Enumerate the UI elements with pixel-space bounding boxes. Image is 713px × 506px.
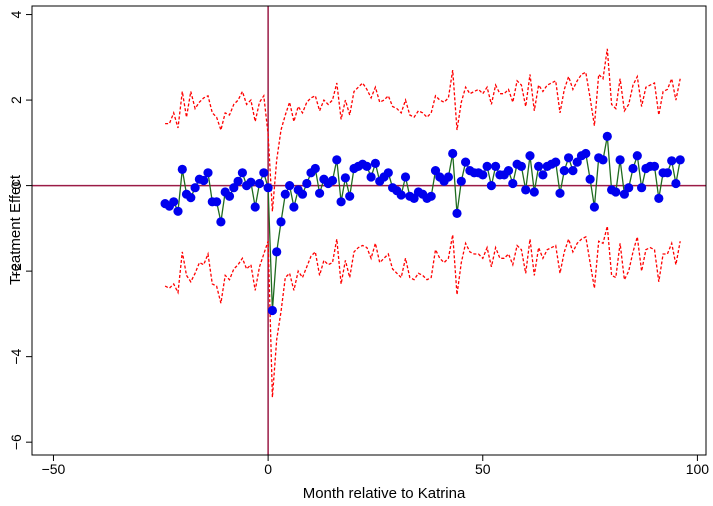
estimate-point	[667, 156, 677, 166]
estimate-point	[212, 197, 222, 207]
estimate-point	[671, 178, 681, 189]
estimate-point	[263, 183, 273, 193]
ci-upper-line	[165, 48, 681, 212]
estimate-point	[332, 155, 342, 165]
estimate-point	[589, 202, 600, 212]
estimate-point	[199, 175, 209, 186]
estimate-point	[602, 131, 612, 141]
estimate-point	[345, 191, 355, 201]
estimate-point	[396, 190, 406, 200]
estimate-point	[598, 155, 608, 165]
axes: −50 0 50 100 −6 −4 −2 0 2 4	[8, 10, 709, 477]
estimate-point	[383, 168, 393, 178]
estimate-point	[426, 191, 436, 201]
estimate-point	[564, 153, 574, 163]
estimate-point	[624, 183, 634, 193]
estimate-point	[327, 175, 338, 186]
estimate-point	[486, 181, 496, 191]
estimate-point	[538, 170, 548, 180]
y-tick-label: −4	[8, 348, 24, 364]
estimate-point	[272, 247, 282, 257]
estimate-point	[534, 161, 544, 171]
estimate-point	[190, 183, 200, 193]
estimate-point	[478, 170, 488, 180]
y-tick-label: −6	[8, 434, 24, 450]
estimate-point	[362, 161, 372, 171]
estimate-point	[233, 176, 243, 186]
estimate-point	[619, 189, 630, 199]
estimate-point	[521, 185, 531, 195]
y-tick-label: 4	[8, 10, 24, 18]
estimate-point	[336, 197, 346, 207]
estimate-point	[503, 166, 514, 176]
estimate-point	[173, 206, 183, 216]
estimate-point	[611, 187, 621, 197]
y-tick-label: −2	[8, 263, 24, 279]
estimate-point	[482, 161, 492, 171]
estimate-point	[529, 187, 539, 197]
estimate-point	[246, 177, 256, 187]
estimate-point	[637, 183, 647, 193]
estimate-point	[508, 178, 518, 189]
estimate-point	[448, 148, 458, 159]
estimate-point	[662, 168, 673, 178]
estimate-point	[516, 161, 527, 171]
estimate-point	[568, 166, 578, 176]
estimate-point	[267, 305, 277, 316]
estimate-point	[585, 174, 595, 184]
estimate-point	[302, 178, 312, 189]
plot-frame	[31, 5, 707, 456]
estimate-point	[555, 188, 565, 198]
estimate-point	[224, 191, 235, 201]
estimate-point	[289, 202, 299, 212]
x-tick-label: 100	[686, 461, 710, 477]
estimate-points	[160, 131, 685, 316]
estimate-point	[581, 148, 591, 159]
estimate-point	[285, 181, 295, 191]
y-tick-label: 2	[8, 96, 24, 104]
estimate-point	[461, 157, 471, 167]
estimate-point	[169, 197, 179, 207]
x-tick-label: 0	[264, 461, 272, 477]
estimate-point	[366, 172, 376, 182]
estimate-point	[654, 193, 664, 203]
estimate-point	[491, 161, 501, 171]
estimate-point	[250, 202, 260, 212]
estimate-point	[370, 158, 380, 168]
estimate-point	[615, 155, 625, 165]
x-axis-title: Month relative to Katrina	[303, 485, 466, 502]
x-tick-label: −50	[42, 461, 66, 477]
estimate-point	[297, 189, 308, 199]
y-tick-label: 0	[8, 181, 24, 189]
estimate-point	[456, 176, 466, 186]
estimate-point	[400, 172, 411, 182]
estimate-point	[628, 163, 638, 174]
confidence-interval-lines	[164, 48, 681, 398]
estimate-point	[559, 166, 569, 176]
estimate-point	[177, 164, 187, 174]
estimate-point	[675, 155, 685, 165]
estimate-point	[259, 168, 269, 178]
y-axis-title: Treatment Effect	[7, 174, 24, 285]
estimate-point	[203, 168, 213, 178]
estimate-point	[551, 157, 561, 167]
estimate-point	[186, 193, 196, 203]
estimate-point	[310, 163, 320, 174]
estimate-point	[443, 172, 453, 182]
x-tick-label: 50	[475, 461, 491, 477]
estimate-point	[237, 168, 247, 178]
estimate-point	[315, 188, 325, 198]
estimate-point	[276, 217, 286, 227]
estimate-point	[216, 217, 226, 227]
estimate-point	[649, 161, 660, 171]
estimate-point	[525, 151, 535, 161]
estimate-point	[254, 178, 265, 189]
reference-lines	[32, 6, 706, 455]
estimate-point	[632, 151, 642, 161]
estimate-point	[340, 173, 350, 183]
estimate-point	[452, 208, 462, 218]
estimate-point	[280, 189, 290, 199]
